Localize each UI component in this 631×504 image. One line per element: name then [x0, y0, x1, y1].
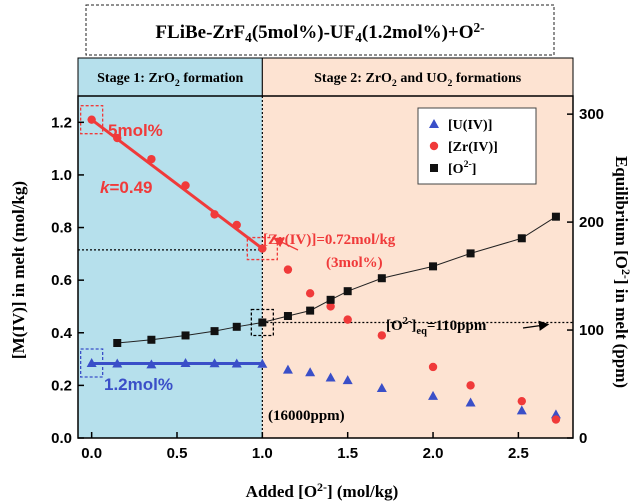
data-point-1-7	[283, 265, 293, 274]
data-point-0-11	[376, 383, 387, 393]
y-tick-label-1: 0.2	[51, 377, 72, 394]
annotation-slope: k=0.49	[100, 178, 152, 197]
data-point-1-6	[258, 244, 267, 253]
data-point-1-11	[377, 331, 387, 340]
data-point-2-9	[343, 287, 352, 296]
annotation-u-level: 1.2mol%	[104, 375, 173, 394]
data-point-1-1	[113, 133, 122, 143]
data-point-1-15	[551, 415, 561, 424]
annotation-zr-end-pct: (3mol%)	[326, 255, 383, 271]
legend-marker-0	[429, 119, 439, 128]
legend-marker-1	[429, 141, 439, 151]
o-break-highlight	[250, 308, 274, 337]
annotation-o-added: (16000ppm)	[268, 408, 345, 424]
legend-label-0: [U(IV)]	[448, 118, 492, 133]
y-tick-label-3: 0.6	[51, 272, 72, 289]
zr-end-highlight	[246, 236, 278, 261]
data-point-1-5	[232, 220, 241, 230]
data-point-0-15	[550, 409, 561, 419]
y2-tick-label-2: 200	[579, 214, 604, 231]
u-start-highlight	[80, 348, 104, 378]
data-point-1-14	[517, 396, 526, 406]
stage-2-label: Stage 2: ZrO2 and UO2 formations	[314, 71, 522, 89]
data-point-2-1	[147, 335, 156, 344]
zr-end-arrow	[273, 237, 299, 251]
data-point-2-2	[181, 331, 190, 340]
x-axis-label: Added [O2-] (mol/kg)	[246, 480, 399, 501]
x-axis-ticks: 0.0 0.5 1.0 1.5 2.0 2.5	[81, 432, 529, 462]
legend-label-1: [Zr(IV)]	[448, 140, 498, 155]
data-point-2-13	[517, 234, 526, 243]
data-point-2-10	[377, 274, 386, 283]
data-point-0-7	[282, 364, 293, 374]
data-point-2-12	[466, 249, 475, 258]
annotation-zr-end: [Zr(IV)]=0.72mol/kg	[263, 232, 396, 248]
y-axis-label: [M(IV)] in melt (mol/kg)	[9, 181, 28, 359]
annotation-o-eq: [O2-]eq=110ppm	[386, 316, 487, 337]
data-point-0-4	[209, 358, 220, 368]
data-point-2-6	[283, 312, 292, 321]
data-point-1-2	[147, 154, 156, 164]
x-tick-label-1: 0.5	[167, 445, 188, 462]
x-tick-label-0: 0.0	[81, 445, 102, 462]
legend-label-2: [O2-]	[448, 159, 476, 177]
data-point-1-0	[87, 115, 96, 124]
x-tick-label-3: 1.5	[337, 445, 358, 462]
data-point-0-1	[112, 358, 123, 368]
data-point-0-10	[342, 375, 353, 385]
y-axis-ticks: 0.0 0.2 0.4 0.6 0.8 1.0 1.2	[51, 114, 84, 447]
y-tick-label-2: 0.4	[51, 325, 73, 342]
y2-tick-label-1: 100	[579, 322, 604, 339]
data-point-0-9	[325, 372, 336, 382]
data-point-2-14	[551, 212, 560, 221]
zr-start-highlight	[80, 105, 104, 135]
data-point-2-0	[113, 339, 122, 347]
y2-tick-label-3: 300	[579, 106, 604, 123]
data-point-2-7	[306, 306, 315, 315]
y-tick-label-6: 1.2	[51, 114, 72, 131]
x-tick-label-4: 2.0	[423, 445, 444, 462]
data-point-1-9	[326, 302, 335, 311]
y2-axis-ticks: 0 100 200 300	[567, 106, 604, 447]
title-box	[85, 4, 555, 56]
stage-2-header	[261, 57, 574, 97]
legend: [U(IV)] [Zr(IV)] [O2-]	[417, 107, 537, 185]
data-point-0-14	[516, 405, 527, 415]
data-point-0-6	[257, 358, 268, 368]
data-point-2-4	[232, 322, 241, 331]
y-tick-label-4: 0.8	[51, 220, 72, 237]
data-point-0-0	[86, 358, 97, 368]
data-point-0-12	[428, 390, 439, 400]
series-marks	[86, 115, 561, 424]
data-point-1-13	[466, 381, 475, 390]
data-point-2-8	[326, 295, 335, 304]
stage-1-label: Stage 1: ZrO2 formation	[97, 71, 243, 89]
y2-tick-label-0: 0	[579, 430, 587, 447]
data-point-0-3	[180, 358, 191, 368]
y-tick-label-0: 0.0	[51, 430, 72, 447]
stage-1-background	[78, 96, 263, 438]
annotation-zr-start: 5mol%	[108, 121, 163, 140]
y-tick-label-5: 1.0	[51, 167, 72, 184]
data-point-0-8	[305, 367, 316, 377]
data-point-0-13	[465, 397, 476, 407]
plot-frame	[77, 95, 574, 439]
data-point-0-2	[146, 359, 157, 369]
o-eq-arrow	[522, 320, 550, 331]
data-point-0-5	[231, 358, 242, 368]
data-point-1-4	[210, 210, 219, 219]
x-tick-label-2: 1.0	[252, 445, 273, 462]
data-point-2-11	[429, 262, 438, 271]
chart-title: FLiBe-ZrF4(5mol%)-UF4(1.2mol%)+O2-	[155, 20, 484, 45]
legend-marker-2	[430, 164, 438, 172]
data-point-1-10	[343, 315, 352, 324]
data-point-2-5	[258, 318, 267, 327]
data-point-1-8	[305, 289, 315, 298]
data-point-1-3	[181, 181, 190, 190]
y2-axis-label: Equilibrium [O2-] in melt (ppm)	[612, 156, 631, 388]
data-point-2-3	[210, 327, 219, 336]
data-point-1-12	[428, 362, 438, 372]
x-tick-label-5: 2.5	[508, 445, 529, 462]
